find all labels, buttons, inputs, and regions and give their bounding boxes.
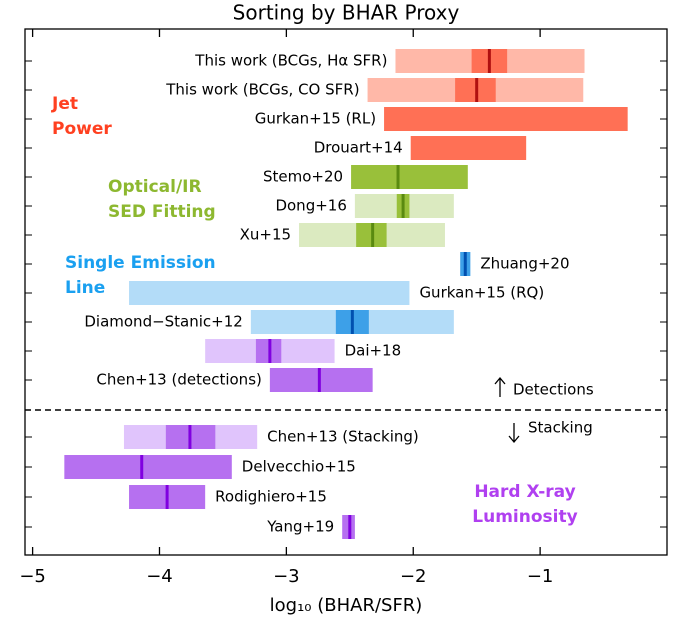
group-label: Single Emission <box>65 253 216 273</box>
row-label: Stemo+20 <box>263 168 343 186</box>
x-axis-label: log₁₀ (BHAR/SFR) <box>270 595 423 616</box>
row-label: This work (BCGs, Hα SFR) <box>194 52 387 70</box>
row-label: This work (BCGs, CO SFR) <box>165 81 359 99</box>
inner-range <box>351 165 468 189</box>
x-tick-label: −1 <box>527 566 554 587</box>
row-label: Gurkan+15 (RQ) <box>419 284 544 302</box>
x-tick-label: −2 <box>400 566 427 587</box>
plot-frame <box>24 28 668 556</box>
x-tick-label: −5 <box>19 566 46 587</box>
inner-range <box>64 455 232 479</box>
group-label: Jet <box>51 94 78 114</box>
outer-range <box>129 281 410 305</box>
row-label: Rodighiero+15 <box>215 488 327 506</box>
row-label: Delvecchio+15 <box>242 458 356 476</box>
annotation: Stacking <box>528 419 593 437</box>
group-label: SED Fitting <box>108 202 216 222</box>
inner-range <box>410 136 527 160</box>
x-tick-label: −3 <box>273 566 300 587</box>
inner-range <box>384 107 628 131</box>
chart-title: Sorting by BHAR Proxy <box>233 1 460 25</box>
row-label: Dai+18 <box>345 342 402 360</box>
group-label: Power <box>52 119 112 139</box>
annotation: Detections <box>513 381 594 399</box>
down-arrow <box>508 423 520 444</box>
up-arrow <box>494 376 506 397</box>
inner-range <box>269 368 373 392</box>
row-label: Dong+16 <box>275 197 346 215</box>
group-label: Line <box>65 278 105 298</box>
row-label: Yang+19 <box>266 518 334 536</box>
x-tick-label: −4 <box>146 566 173 587</box>
group-label: Optical/IR <box>108 177 202 197</box>
row-label: Chen+13 (Stacking) <box>267 428 419 446</box>
row-label: Gurkan+15 (RL) <box>255 110 376 128</box>
row-label: Xu+15 <box>240 226 291 244</box>
row-label: Chen+13 (detections) <box>96 371 262 389</box>
row-label: Zhuang+20 <box>480 255 569 273</box>
row-label: Drouart+14 <box>314 139 403 157</box>
group-label: Hard X-ray <box>474 482 575 502</box>
group-label: Luminosity <box>472 507 577 527</box>
row-label: Diamond−Stanic+12 <box>84 313 242 331</box>
